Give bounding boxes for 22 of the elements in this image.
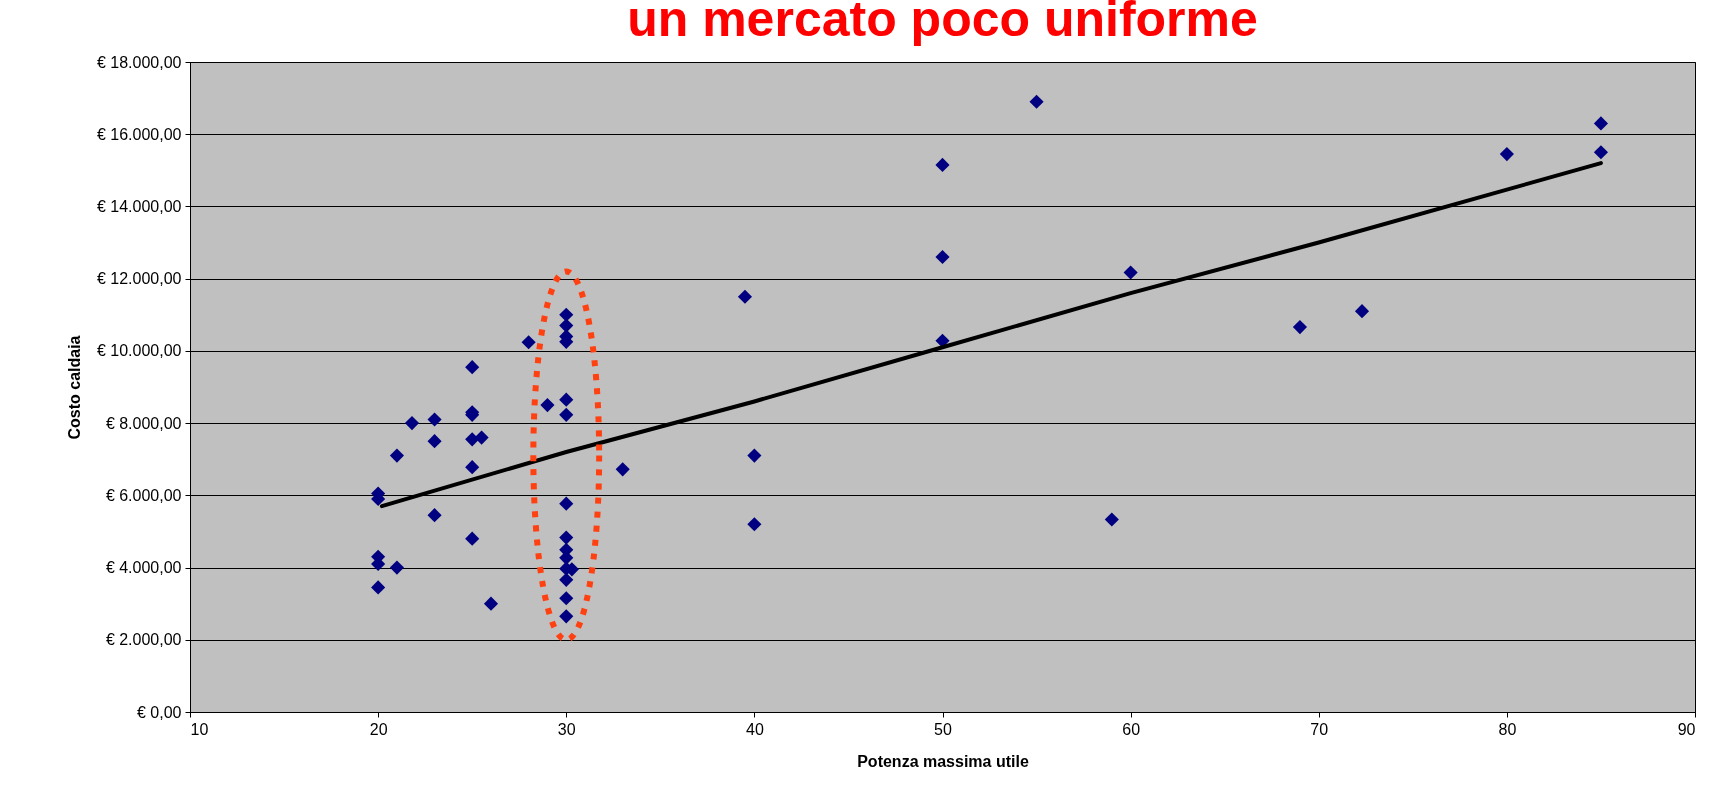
y-tick-label: € 14.000,00 (96, 197, 182, 215)
x-tick-label: 10 (190, 720, 209, 738)
y-tick-label: € 0,00 (137, 703, 182, 721)
y-tick-label: € 2.000,00 (105, 631, 182, 649)
x-tick-label: 20 (369, 720, 388, 738)
y-axis-title: Costo caldaia (65, 335, 83, 440)
y-tick-label: € 16.000,00 (96, 125, 182, 143)
x-tick-label: 30 (557, 720, 576, 738)
y-tick-label: € 10.000,00 (96, 342, 182, 360)
x-tick-label: 50 (934, 720, 952, 738)
y-tick-label: € 18.000,00 (96, 53, 182, 71)
chart-title: un mercato poco uniforme (627, 0, 1258, 47)
y-tick-label: € 12.000,00 (96, 270, 182, 288)
x-axis-title: Potenza massima utile (857, 752, 1029, 770)
y-tick-label: € 8.000,00 (105, 414, 182, 432)
x-tick-label: 40 (745, 720, 764, 738)
x-tick-label: 90 (1677, 720, 1696, 738)
y-tick-label: € 6.000,00 (105, 486, 182, 504)
y-tick-label: € 4.000,00 (105, 559, 182, 577)
x-tick-label: 80 (1498, 720, 1517, 738)
x-tick-label: 60 (1122, 720, 1141, 738)
x-tick-label: 70 (1310, 720, 1329, 738)
